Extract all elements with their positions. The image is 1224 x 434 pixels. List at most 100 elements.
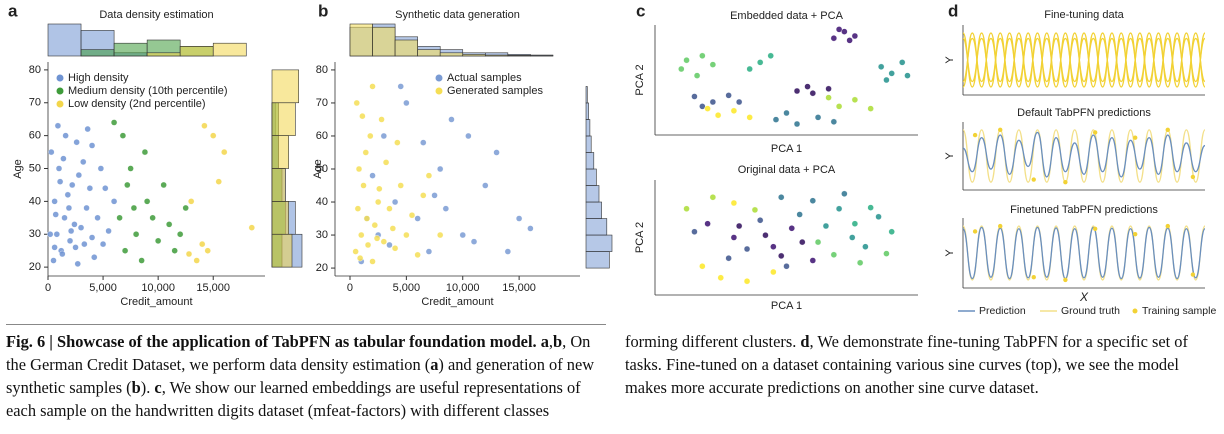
x-axis-label: Credit_amount	[120, 296, 192, 308]
histogram-bar	[585, 251, 610, 269]
scatter-point	[867, 105, 874, 112]
scatter-point	[470, 238, 478, 245]
x-tick-label: 10,000	[141, 282, 175, 294]
scatter-point	[835, 103, 843, 110]
scatter-point	[121, 247, 129, 254]
y-tick-label: 30	[29, 228, 41, 240]
scatter-point	[54, 122, 62, 129]
scatter-point	[72, 244, 79, 251]
scatter-point	[55, 165, 63, 172]
scatter-point	[709, 98, 717, 106]
scatter-point	[683, 205, 690, 212]
scatter-point	[822, 222, 830, 230]
scatter-point	[482, 182, 489, 189]
y-axis-label: PCA 2	[634, 222, 646, 253]
scatter-point	[704, 220, 711, 227]
panel-letter: d	[948, 1, 958, 20]
training-point	[972, 132, 978, 138]
y-tick-label: 70	[29, 97, 41, 109]
histogram-bar	[113, 42, 148, 57]
scatter-point	[47, 231, 54, 238]
scatter-point	[793, 120, 801, 128]
caption-run: Fig. 6 | Showcase of the application of …	[6, 332, 537, 351]
scatter-point	[187, 198, 195, 205]
scatter-point	[403, 231, 410, 239]
scatter-point	[770, 268, 777, 276]
training-point	[1063, 179, 1068, 185]
scatter-point	[382, 159, 390, 166]
scatter-point	[799, 238, 806, 246]
scatter-point	[185, 250, 193, 258]
scatter-point	[394, 139, 401, 146]
scatter-point	[746, 114, 753, 121]
scatter-point	[138, 257, 145, 264]
figure: Data density estimation a 0 5,000 10,000 15,0…	[8, 1, 1216, 317]
scatter-point	[778, 252, 785, 260]
scatter-point	[380, 132, 388, 140]
x-axis-label: X	[1079, 290, 1089, 304]
legend-marker	[56, 87, 64, 95]
legend-label: Actual samples	[447, 72, 522, 84]
scatter-point	[62, 132, 69, 139]
training-point	[1132, 231, 1138, 237]
scatter-point	[825, 85, 832, 93]
legend-marker	[435, 74, 443, 82]
histogram-bar	[439, 52, 464, 57]
y-axis-label: PCA 2	[634, 64, 646, 95]
scatter-point	[51, 244, 58, 251]
caption-rule	[6, 324, 606, 325]
scatter-point	[369, 172, 376, 179]
line-series	[962, 37, 1206, 83]
scatter-point	[757, 217, 764, 224]
scatter-point	[735, 222, 743, 230]
scatter-point	[53, 231, 61, 238]
scatter-point	[809, 89, 816, 97]
training-point	[1092, 130, 1098, 135]
scatter-point	[364, 241, 372, 249]
scatter-point	[64, 191, 72, 199]
scatter-point	[493, 149, 500, 156]
histogram-bar	[271, 201, 289, 235]
histogram-bar	[585, 119, 591, 137]
legend-label: Medium density (10th percentile)	[68, 85, 228, 97]
histogram-bar	[80, 49, 115, 57]
legend-label: Prediction	[979, 305, 1026, 317]
caption-run: ).	[140, 378, 155, 397]
y-tick-label: 40	[29, 195, 41, 207]
caption-run: b	[553, 332, 563, 351]
legend-marker	[1132, 308, 1138, 314]
scatter-point	[743, 245, 751, 253]
legend-marker	[56, 100, 64, 108]
x-tick-label: 15,000	[196, 282, 230, 294]
scatter-point	[369, 83, 376, 90]
scatter-point	[50, 257, 57, 264]
scatter-point	[369, 258, 376, 265]
scatter-point	[116, 214, 123, 222]
caption-run: a	[536, 332, 549, 351]
legend-marker	[435, 87, 443, 95]
scatter-point	[814, 238, 822, 246]
training-point	[972, 229, 978, 234]
histogram-bar	[585, 201, 602, 219]
histogram-bar	[462, 54, 486, 57]
scatter-point	[221, 148, 228, 156]
scatter-point	[60, 155, 67, 162]
scatter-point	[442, 205, 450, 212]
x-tick-label: 5,000	[89, 282, 117, 294]
scatter-point	[88, 234, 96, 241]
scatter-point	[380, 238, 388, 245]
panel-letter: c	[636, 1, 645, 20]
scatter-point	[171, 247, 178, 254]
scatter-point	[397, 182, 404, 189]
scatter-point	[709, 194, 717, 201]
scatter-point	[356, 254, 364, 262]
x-axis-label: PCA 1	[771, 300, 802, 312]
scatter-point	[746, 65, 753, 73]
scatter-point	[67, 227, 75, 235]
x-tick-label: 0	[45, 282, 51, 294]
training-point	[1190, 272, 1196, 277]
scatter-point	[804, 83, 811, 90]
scatter-point	[425, 248, 433, 255]
line-series	[962, 32, 1206, 88]
scatter-point	[767, 52, 774, 59]
